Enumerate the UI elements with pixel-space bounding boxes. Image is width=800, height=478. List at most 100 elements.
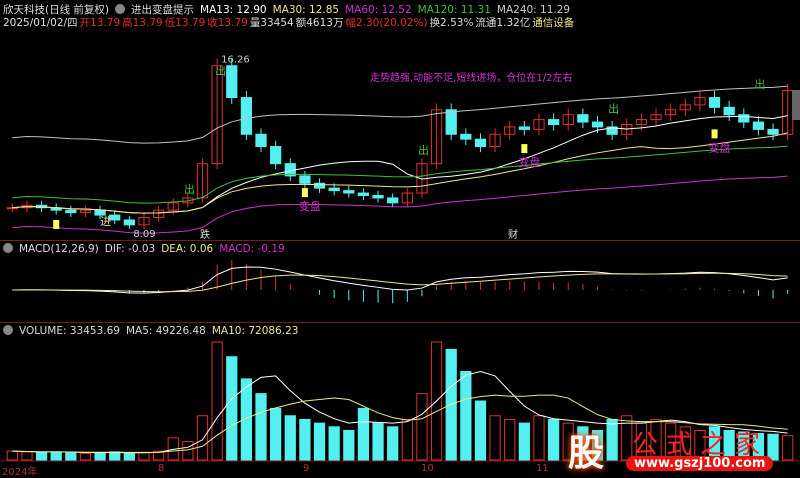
logo-mark: 股 <box>568 433 605 474</box>
candle <box>621 123 633 135</box>
volume-bar <box>109 451 121 461</box>
candle <box>562 114 574 125</box>
candle <box>182 197 194 204</box>
volume-bar <box>401 418 413 461</box>
volume-bar <box>182 441 194 461</box>
candle <box>489 133 501 148</box>
volume-bar <box>591 430 604 461</box>
volume-bar <box>343 430 355 461</box>
dropdown-icon[interactable] <box>3 325 13 335</box>
candle <box>313 182 326 189</box>
candle <box>270 146 282 165</box>
ma13-value: MA13: 12.90 <box>200 4 267 16</box>
volume-bar <box>313 422 326 461</box>
low-price-label: 8.09 <box>133 229 155 240</box>
candle <box>445 109 457 135</box>
out-signal: 出 <box>608 101 619 115</box>
candle <box>533 119 545 130</box>
candle <box>738 114 750 123</box>
watermark-logo: 股 公式之家 www.gszj100.com <box>560 422 800 474</box>
candle <box>679 104 691 111</box>
volume-bar <box>50 451 62 461</box>
candle <box>343 190 355 194</box>
candle <box>109 214 121 221</box>
ma120-line <box>12 145 788 204</box>
candle <box>372 194 384 199</box>
volume-bar <box>138 452 150 461</box>
candle <box>387 197 399 204</box>
candle <box>650 114 662 121</box>
volume-bar <box>416 393 428 461</box>
volume-bar <box>152 450 165 461</box>
candle <box>767 128 779 135</box>
ma240-value: MA240: 11.29 <box>496 4 571 16</box>
turn-marker <box>521 144 528 154</box>
volume-bar <box>255 393 267 461</box>
out-signal: 出 <box>215 63 226 77</box>
dropdown-icon[interactable] <box>3 243 13 253</box>
vol-ma5: MA5: 49226.48 <box>125 325 206 337</box>
ma60-value: MA60: 12.52 <box>345 4 412 16</box>
candle <box>255 133 267 148</box>
ma120-value: MA120: 11.31 <box>417 4 491 16</box>
candle <box>460 133 472 140</box>
candle <box>547 119 560 125</box>
candle <box>357 192 370 196</box>
vol-ma10: MA10: 72086.23 <box>211 325 299 337</box>
stock-title[interactable]: 欣天科技(日线 前复权) <box>3 4 110 16</box>
volume-bar <box>328 426 340 461</box>
high-price-label: 16.26 <box>221 54 250 65</box>
float-shares: 流通1.32亿 <box>475 17 531 29</box>
turn-marker <box>301 188 308 198</box>
candle <box>152 209 165 219</box>
volume-bar <box>6 450 18 461</box>
candle <box>665 109 677 116</box>
volume-bar <box>767 433 779 461</box>
high: 高13.79 <box>122 17 163 29</box>
turn-label: 变盘 <box>299 199 321 213</box>
amount: 额4613万 <box>295 17 344 29</box>
candle <box>606 126 618 135</box>
candle <box>65 209 77 214</box>
date: 2025/01/02/四 <box>3 17 78 29</box>
volume-bar <box>226 356 238 461</box>
candle <box>401 192 413 204</box>
axis-label: 11 <box>536 463 549 474</box>
low: 低13.79 <box>164 17 206 29</box>
pane-divider <box>0 322 800 323</box>
candle <box>474 138 487 148</box>
volume-bar <box>577 426 589 461</box>
candle <box>123 219 135 226</box>
dif-line <box>12 266 788 294</box>
cai-marker: 财 <box>508 228 518 241</box>
candle <box>518 126 530 130</box>
scrollbar[interactable] <box>792 90 800 120</box>
quote-row: 2025/01/02/四 开13.79 高13.79 低13.79 收13.79 量334… <box>3 15 580 30</box>
dif-value: DIF: -0.03 <box>104 243 156 255</box>
volume-bar <box>504 418 516 461</box>
candle <box>138 217 150 226</box>
macd-label: MACD(12,26,9) <box>19 243 99 255</box>
volume-bar <box>489 415 501 461</box>
out-signal: 出 <box>184 182 195 196</box>
out-signal: 出 <box>418 143 429 157</box>
axis-label: 2024年 <box>2 467 38 478</box>
candle <box>167 202 179 211</box>
advice-text: 走势趋强,动能不足,短线进场，仓位在1/2左右 <box>370 71 572 84</box>
sector[interactable]: 通信设备 <box>532 17 575 29</box>
volume-bar <box>196 415 209 461</box>
dropdown-icon[interactable] <box>115 4 126 14</box>
logo-name: 公式之家 <box>632 430 769 460</box>
volume-bar <box>387 426 399 461</box>
volume-bar <box>284 415 296 461</box>
volume-bar <box>65 452 77 461</box>
candle <box>504 126 516 135</box>
close: 收13.79 <box>207 17 248 29</box>
volume-bar <box>562 422 574 461</box>
volume-bar <box>357 407 370 461</box>
dea-line <box>12 272 788 293</box>
candle <box>299 175 311 184</box>
volume-bar <box>21 451 33 461</box>
turn-marker <box>53 219 60 229</box>
